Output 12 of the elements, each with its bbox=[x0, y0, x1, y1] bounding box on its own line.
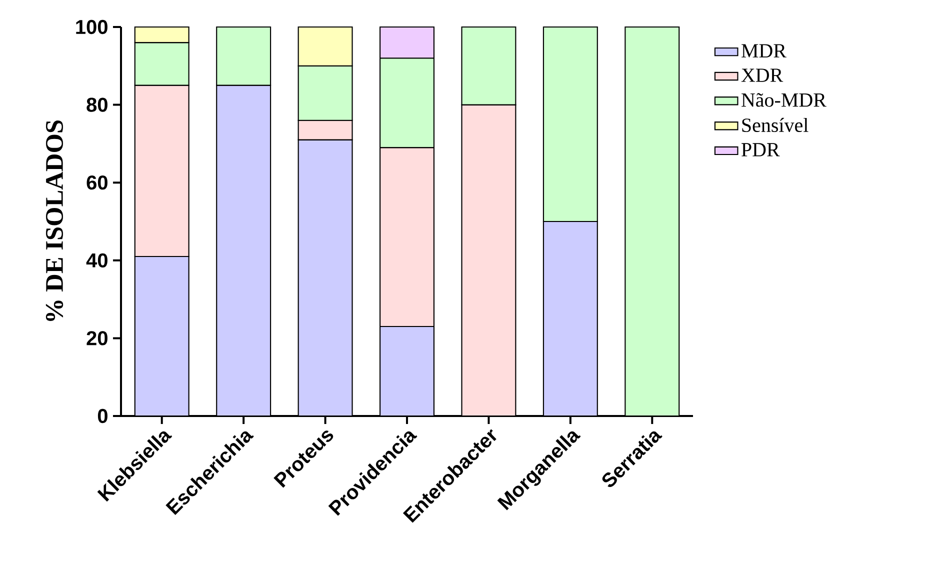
y-tick-label: 40 bbox=[86, 253, 108, 268]
legend-label: PDR bbox=[742, 143, 780, 156]
y-tick-label: 100 bbox=[76, 20, 108, 34]
y-tick-label: 80 bbox=[86, 98, 108, 112]
legend-label: MDR bbox=[742, 44, 786, 58]
legend-label: Não-MDR bbox=[742, 93, 826, 107]
y-axis-title: % DE ISOLADOS bbox=[46, 120, 64, 321]
y-tick-label: 60 bbox=[86, 176, 108, 190]
y-tick-label: 0 bbox=[98, 408, 108, 424]
y-tick-label: 20 bbox=[86, 331, 108, 346]
legend-label: XDR bbox=[741, 68, 784, 82]
legend-label: Sensível bbox=[742, 118, 808, 132]
